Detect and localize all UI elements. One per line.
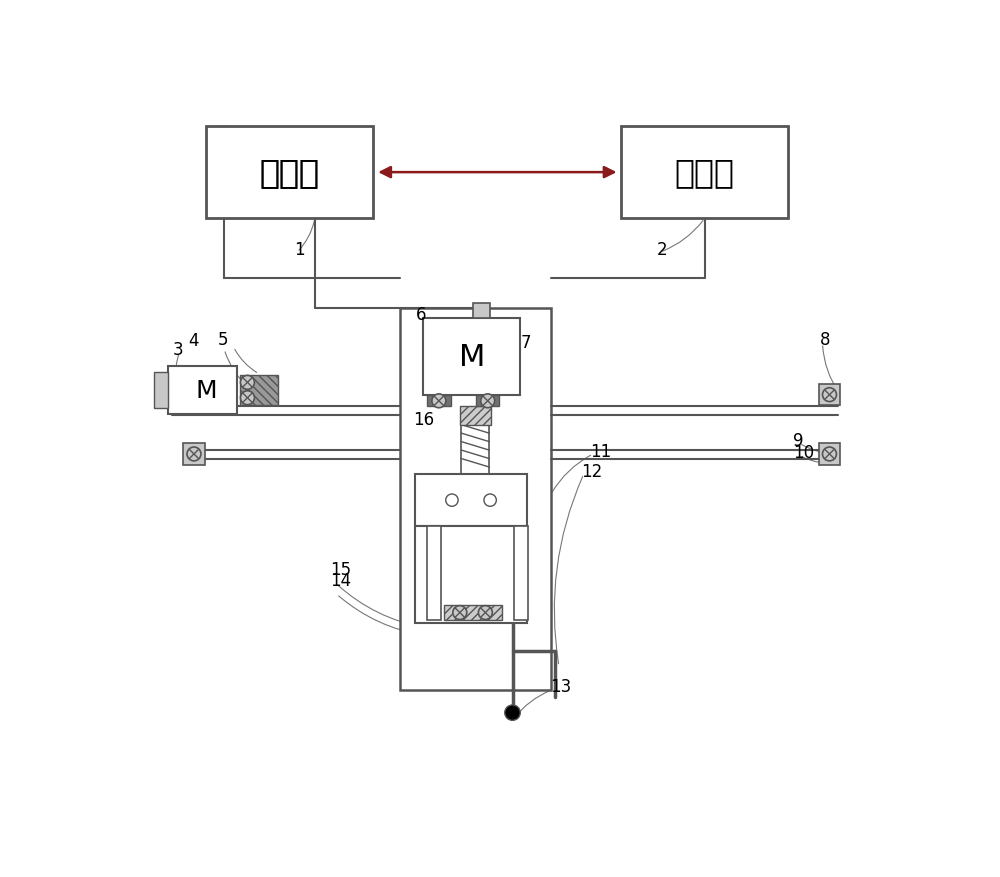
Circle shape [822, 447, 836, 461]
Bar [240, 375, 278, 406]
Text: M: M [196, 379, 217, 403]
Bar [514, 527, 528, 621]
Circle shape [432, 395, 446, 409]
Circle shape [446, 495, 458, 507]
Circle shape [822, 389, 836, 403]
Text: 14: 14 [330, 572, 352, 589]
Bar [427, 527, 441, 621]
Text: 4: 4 [189, 332, 199, 350]
Circle shape [481, 395, 495, 409]
Bar [415, 474, 527, 527]
Circle shape [484, 495, 496, 507]
Bar [819, 384, 840, 406]
Text: 10: 10 [793, 444, 814, 462]
Circle shape [478, 606, 492, 620]
Bar [206, 127, 373, 219]
Text: 1: 1 [294, 241, 305, 259]
Text: 11: 11 [590, 442, 611, 460]
Bar [473, 303, 490, 319]
Bar [444, 605, 502, 621]
Text: 3: 3 [173, 341, 184, 359]
Bar [460, 407, 491, 425]
Text: M: M [459, 343, 485, 372]
Text: 15: 15 [330, 560, 352, 578]
Bar [154, 373, 168, 409]
Text: 上位机: 上位机 [674, 156, 734, 189]
Bar [183, 444, 205, 465]
Circle shape [453, 606, 467, 620]
Text: 2: 2 [657, 241, 667, 259]
Bar [423, 319, 520, 396]
Text: 5: 5 [218, 331, 228, 349]
Text: 6: 6 [416, 305, 426, 324]
Bar [427, 396, 450, 407]
Text: 下位机: 下位机 [260, 156, 320, 189]
Bar [415, 527, 527, 623]
Text: 7: 7 [520, 333, 531, 351]
Bar [819, 444, 840, 465]
Text: 16: 16 [413, 410, 434, 428]
Bar [621, 127, 788, 219]
Circle shape [505, 705, 520, 721]
Bar [476, 396, 499, 407]
Bar [400, 309, 551, 690]
Text: 8: 8 [820, 331, 831, 349]
Circle shape [240, 391, 254, 405]
Text: 12: 12 [581, 462, 602, 481]
Text: 13: 13 [550, 678, 571, 695]
Text: 9: 9 [793, 431, 804, 450]
Circle shape [187, 447, 201, 461]
Circle shape [240, 376, 254, 389]
Text: 下位机: 下位机 [260, 156, 320, 189]
Bar [168, 367, 237, 415]
